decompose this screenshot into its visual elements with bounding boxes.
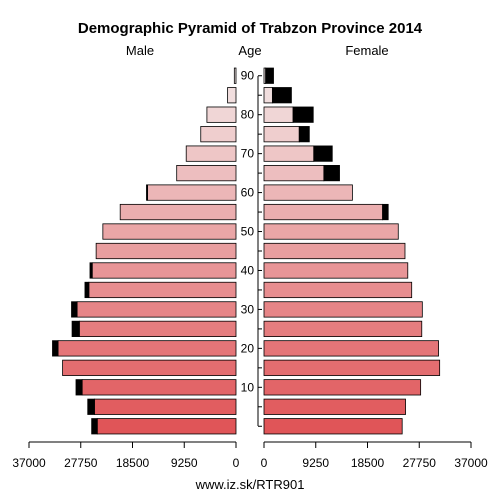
male-label: Male [126,43,154,58]
female-bar-40-44 [263,262,409,279]
female-bar-80-84 [263,106,294,123]
male-bar-75-79 [200,126,237,143]
male-x-tick-label: 0 [233,456,240,470]
male-excess-bar-5-9 [87,398,95,415]
male-bar-55-59 [119,203,237,221]
male-bar-65-69 [176,165,237,182]
male-excess-bar-35-39 [84,281,90,299]
female-bar-45-49 [263,242,406,260]
age-tick-label: 70 [241,147,255,161]
male-bar-15-19 [62,359,237,376]
female-excess-bar-55-59 [382,203,389,221]
male-excess-bar-40-44 [89,262,93,279]
age-tick-label: 40 [241,263,255,277]
male-bar-0-4 [96,418,237,435]
male-bar-90+ [233,67,237,84]
female-bar-50-54 [263,223,399,240]
male-excess-bar-0-4 [91,418,98,435]
male-bars [52,67,237,435]
male-bar-5-9 [94,398,237,415]
female-bar-75-79 [263,126,300,143]
male-bar-35-39 [88,281,237,299]
male-bar-80-84 [206,106,237,123]
female-bar-55-59 [263,203,384,221]
age-tick-label: 90 [241,69,255,83]
male-bar-85-89 [227,87,237,104]
age-tick-label: 20 [241,341,255,355]
male-x-tick-label: 18500 [116,456,150,470]
female-bar-5-9 [263,398,406,415]
female-bar-25-29 [263,320,423,337]
female-bar-35-39 [263,281,413,299]
male-bar-20-24 [57,340,237,357]
male-excess-bar-25-29 [71,320,80,337]
female-excess-bar-85-89 [271,87,292,104]
male-x-tick-label: 37000 [12,456,46,470]
female-bars [263,67,441,435]
chart-title: Demographic Pyramid of Trabzon Province … [78,20,423,37]
age-tick-label: 80 [241,108,255,122]
female-excess-bar-65-69 [323,165,340,182]
male-x-tick-label: 9250 [171,456,198,470]
female-excess-bar-75-79 [298,126,310,143]
male-excess-bar-10-14 [75,379,83,396]
female-bar-0-4 [263,418,403,435]
male-excess-bar-60-64 [146,184,149,201]
male-excess-bar-20-24 [52,340,59,357]
female-excess-bar-90+ [265,67,274,84]
male-bar-60-64 [147,184,237,201]
female-bar-70-74 [263,145,315,162]
female-excess-bar-80-84 [292,106,314,123]
female-x-tick-label: 0 [261,456,268,470]
male-bar-70-74 [185,145,237,162]
female-bar-65-69 [263,165,325,182]
age-tick-label: 30 [241,302,255,316]
female-x-tick-label: 18500 [351,456,385,470]
male-bar-40-44 [91,262,237,279]
male-bar-45-49 [95,242,237,260]
female-bar-60-64 [263,184,353,201]
age-tick-label: 10 [241,380,255,394]
female-bar-15-19 [263,359,441,376]
female-x-tick-label: 37000 [454,456,488,470]
value-axis: 37000 27750 18500 9250 0 0 9250 18500 27750 37000 [12,442,488,470]
female-x-tick-label: 27750 [403,456,437,470]
female-label: Female [345,43,388,58]
footer-url: www.iz.sk/RTR901 [195,477,305,492]
male-bar-30-34 [76,301,237,318]
male-x-tick-label: 27750 [64,456,98,470]
age-tick-label: 50 [241,225,255,239]
age-tick-label: 60 [241,186,255,200]
female-bar-20-24 [263,340,439,357]
female-excess-bar-70-74 [313,145,333,162]
female-x-tick-label: 9250 [302,456,329,470]
female-bar-85-89 [263,87,273,104]
female-bar-10-14 [263,379,422,396]
male-excess-bar-30-34 [71,301,78,318]
male-bar-50-54 [102,223,237,240]
age-label: Age [238,43,261,58]
male-bar-25-29 [78,320,237,337]
male-bar-10-14 [81,379,237,396]
female-bar-30-34 [263,301,423,318]
age-axis: 10 20 30 40 50 60 70 80 90 [241,69,262,427]
